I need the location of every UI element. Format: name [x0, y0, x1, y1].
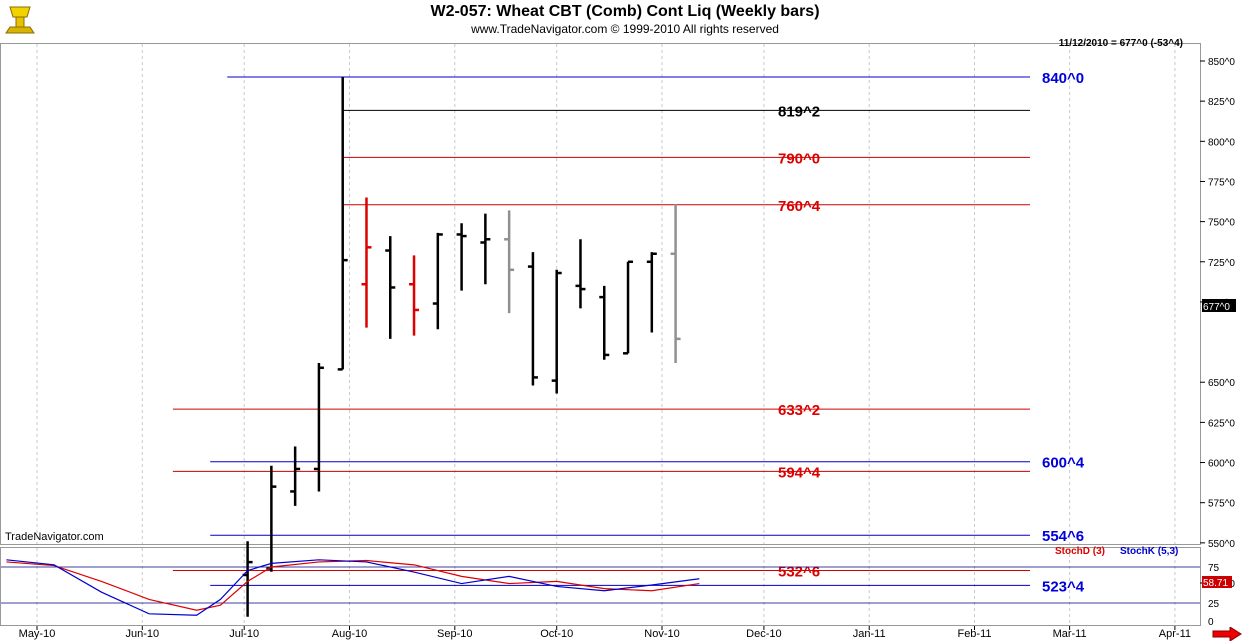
y-tick-label: 550^0 [1208, 539, 1235, 550]
x-tick-label: Oct-10 [540, 628, 573, 640]
ohlc-bar[interactable] [313, 362, 324, 492]
stoch-value-label: 58.71 [1203, 578, 1228, 589]
y-tick-label: 750^0 [1208, 218, 1235, 229]
x-tick-label: Nov-10 [644, 628, 679, 640]
level-label: 523^4 [1042, 578, 1085, 595]
x-tick-label: Jun-10 [125, 628, 159, 640]
price-readout: 11/12/2010 = 677^0 (-53^4) [1059, 38, 1183, 49]
ohlc-bar[interactable] [551, 269, 562, 394]
ohlc-bar[interactable] [480, 213, 491, 285]
trophy-logo-icon [5, 6, 35, 34]
stoch-legend-d: StochD (3) [1055, 546, 1105, 557]
ohlc-bar[interactable] [337, 77, 348, 371]
x-tick-label: Mar-11 [1053, 628, 1087, 640]
level-label: 532^6 [778, 564, 820, 581]
ohlc-bar[interactable] [527, 252, 538, 386]
x-tick-label: Apr-11 [1159, 628, 1191, 640]
x-tick-label: Jul-10 [229, 628, 259, 640]
y-tick-label: 800^0 [1208, 137, 1235, 148]
y-tick-label: 775^0 [1208, 177, 1235, 188]
x-tick-label: Sep-10 [437, 628, 472, 640]
x-tick-label: Jan-11 [853, 628, 886, 640]
y-tick-label: 650^0 [1208, 378, 1235, 389]
stoch-y-tick-label: 25 [1208, 599, 1220, 610]
y-tick-label: 725^0 [1208, 258, 1235, 269]
y-tick-label: 825^0 [1208, 97, 1235, 108]
level-label: 790^0 [778, 150, 820, 167]
stoch-y-tick-label: 0 [1208, 617, 1214, 628]
watermark: TradeNavigator.com [5, 531, 104, 543]
ohlc-bar[interactable] [290, 446, 301, 506]
stoch-panel[interactable] [0, 547, 1201, 626]
x-tick-label: Aug-10 [332, 628, 367, 640]
scroll-right-arrow-icon[interactable] [1212, 627, 1242, 641]
level-label: 633^2 [778, 402, 820, 419]
x-tick-label: May-10 [19, 628, 56, 640]
stoch-y-tick-label: 75 [1208, 563, 1220, 574]
x-tick-label: Dec-10 [746, 628, 781, 640]
level-label: 840^0 [1042, 70, 1084, 87]
level-label: 554^6 [1042, 528, 1084, 545]
stoch-value-box [1202, 576, 1232, 588]
last-price-label: 677^0 [1203, 302, 1230, 313]
price-panel[interactable] [0, 43, 1201, 545]
last-price-box [1202, 299, 1236, 312]
ohlc-bar[interactable] [385, 236, 396, 339]
chart-title: W2-057: Wheat CBT (Comb) Cont Liq (Weekl… [430, 3, 820, 20]
ohlc-bar[interactable] [623, 260, 634, 355]
level-label: 819^2 [778, 103, 820, 120]
stoch-series-line[interactable] [6, 559, 700, 616]
stoch-legend-k: StochK (5,3) [1120, 546, 1178, 557]
ohlc-bar[interactable] [599, 285, 610, 360]
ohlc-bar[interactable] [409, 255, 420, 336]
ohlc-bar[interactable] [432, 232, 443, 330]
y-tick-label: 625^0 [1208, 418, 1235, 429]
ohlc-bar[interactable] [575, 239, 586, 309]
chart-subtitle: www.TradeNavigator.com © 1999-2010 All r… [471, 22, 779, 36]
level-label: 594^4 [778, 464, 821, 481]
y-tick-label: 575^0 [1208, 499, 1235, 510]
ohlc-bar[interactable] [504, 210, 515, 314]
level-label: 600^4 [1042, 455, 1085, 472]
chart-header: W2-057: Wheat CBT (Comb) Cont Liq (Weekl… [0, 0, 1250, 40]
ohlc-bar[interactable] [361, 197, 372, 328]
y-tick-label: 850^0 [1208, 57, 1235, 68]
ohlc-bar[interactable] [456, 223, 467, 291]
ohlc-bar[interactable] [670, 203, 681, 363]
ohlc-bar[interactable] [646, 252, 657, 333]
y-tick-label: 600^0 [1208, 459, 1235, 470]
level-label: 760^4 [778, 198, 821, 215]
x-tick-label: Feb-11 [957, 628, 991, 640]
stoch-series-line[interactable] [6, 559, 700, 611]
